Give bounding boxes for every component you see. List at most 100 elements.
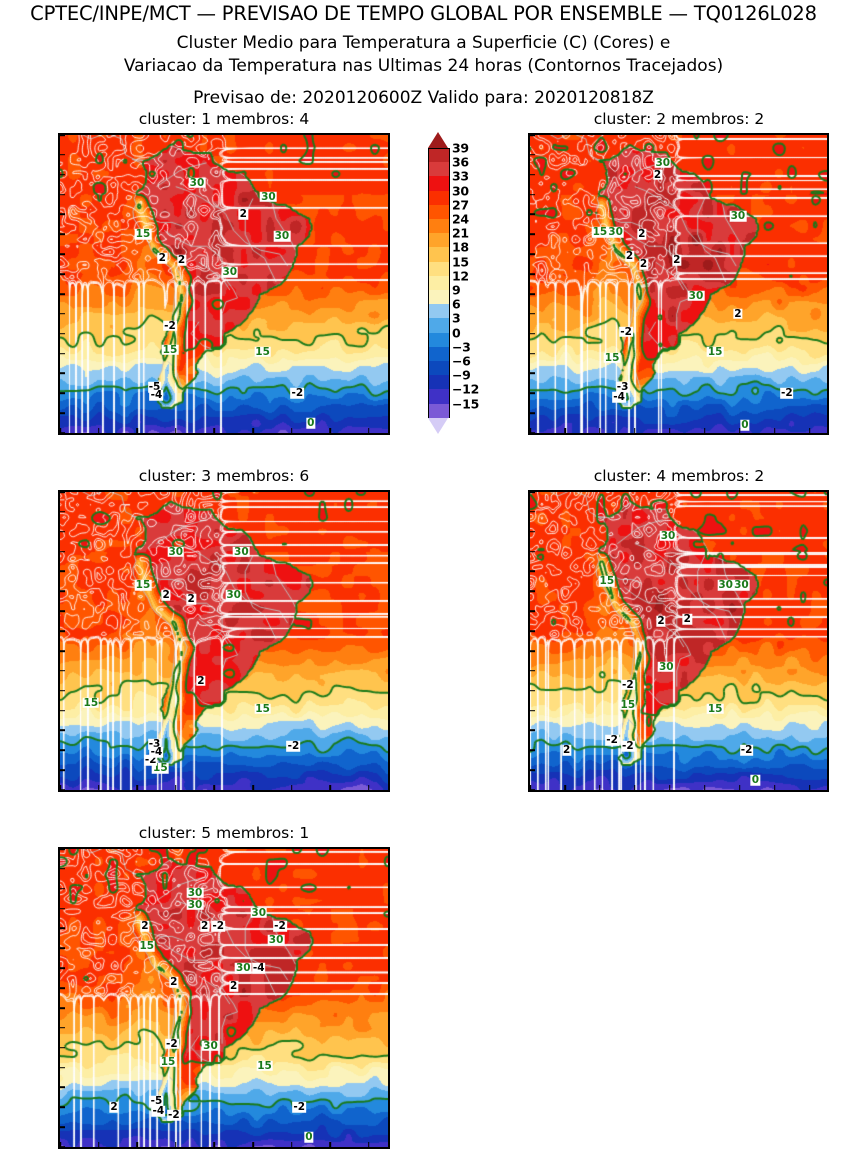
contour-label: -4 [251, 961, 266, 974]
contour-label: 30 [225, 589, 242, 602]
lat-tick-mark [530, 372, 535, 375]
lat-tick-mark [60, 967, 65, 969]
contour-label: -5 [149, 1095, 164, 1108]
colorbar-tick-label: 27 [452, 197, 469, 213]
temperature-colorbar: 39 36 33 30 27 24 21 18 15 12 9 6 3 0 −3 −6 −9 −12 −15 [428, 0, 488, 434]
contour-label: 15 [134, 579, 152, 592]
contour-label: -3 [147, 738, 162, 751]
lat-tick-mark [60, 987, 65, 989]
lat-tick-mark [60, 849, 65, 850]
lon-tick-mark [668, 428, 671, 433]
contour-label: 30 [167, 545, 185, 558]
contour-label: -2 [779, 387, 794, 400]
lat-tick-mark [530, 530, 535, 533]
lon-tick-mark [252, 428, 254, 433]
contour-label: 2 [228, 979, 239, 992]
contour-label: -2 [143, 753, 158, 766]
colorbar-swatch [428, 261, 450, 276]
lat-tick-mark [60, 947, 65, 950]
lat-tick-mark [60, 332, 65, 335]
colorbar-swatch [428, 247, 450, 262]
lat-tick-mark [60, 213, 65, 216]
contour-label: -2 [620, 678, 635, 691]
contour-label: -2 [605, 734, 619, 747]
colorbar-bottom-arrow [428, 417, 448, 434]
lat-tick-mark [60, 1106, 65, 1109]
contour-label: 2 [672, 253, 682, 266]
lon-tick-mark [808, 428, 811, 433]
contour-label: 30 [607, 226, 624, 239]
lon-tick-mark [60, 1142, 61, 1147]
lat-tick-mark [60, 173, 65, 176]
contour-label: 2 [682, 612, 692, 625]
map-panel-cluster-3[interactable]: 30303015151515222-2-2-3-415N10N5NEQ5S10S… [58, 490, 390, 792]
lat-tick-mark [60, 689, 65, 692]
lat-tick-mark [60, 1146, 65, 1147]
lat-tick-mark [60, 412, 65, 414]
lat-tick-mark [60, 1126, 65, 1128]
contour-label: -2 [290, 387, 305, 400]
panel-title-cluster-4: cluster: 4 membros: 2 [593, 467, 765, 485]
colorbar-swatch [428, 375, 450, 390]
lat-tick-mark [530, 352, 535, 355]
contour-label: 0 [750, 773, 761, 786]
lat-tick-mark [530, 709, 535, 712]
map-panel-cluster-4[interactable]: 303030301515150222-2-2-2-215N10N5NEQ5S10… [528, 490, 829, 792]
colorbar-swatch [428, 346, 450, 361]
lat-tick-mark [60, 1027, 65, 1029]
colorbar-tick-label: 15 [452, 254, 469, 270]
lat-tick-mark [530, 253, 535, 255]
lat-tick-mark [60, 907, 65, 910]
contour-label: 0 [740, 418, 750, 431]
colorbar-swatch [428, 176, 450, 191]
lat-tick-mark [60, 193, 65, 196]
lat-tick-mark [60, 550, 65, 553]
lon-tick-mark [367, 785, 370, 790]
contour-label: 30 [188, 176, 206, 189]
lon-tick-mark [738, 428, 741, 433]
panel-title-cluster-1: cluster: 1 membros: 4 [138, 110, 310, 128]
contour-label: 30 [250, 906, 268, 919]
lat-tick-mark [530, 630, 535, 632]
lat-tick-mark [530, 233, 535, 236]
contour-label: 15 [82, 696, 100, 709]
lon-tick-mark [367, 428, 370, 433]
lon-tick-mark [97, 785, 100, 790]
map-panel-cluster-1[interactable]: 303030301515150222-2-2-5-415N10N5NEQ5S10… [58, 133, 390, 435]
panel-title-cluster-3: cluster: 3 membros: 6 [138, 467, 310, 485]
lat-tick-mark [530, 550, 535, 553]
contour-label: 0 [306, 416, 316, 429]
contour-label: 30 [260, 190, 277, 203]
colorbar-swatch [428, 233, 450, 248]
panel-title-cluster-2: cluster: 2 membros: 2 [593, 110, 765, 128]
lat-tick-mark [530, 313, 535, 315]
contour-label: 2 [638, 257, 649, 270]
contour-label: 30 [267, 934, 285, 947]
map-panel-cluster-5[interactable]: 30 30 30 30 30 30 15 15 15 0 2 2 2 2 2 -2 -2 -4 -2 -2 -5 -4 -2… [58, 847, 390, 1149]
colorbar-swatch [428, 304, 450, 319]
lon-tick-mark [213, 785, 216, 790]
contour-label: 2 [140, 920, 150, 933]
lon-tick-mark [136, 428, 138, 433]
lat-tick-mark [60, 293, 65, 295]
temperature-raster-cluster-5 [60, 849, 388, 1147]
lat-tick-mark [60, 769, 65, 771]
lat-tick-mark [60, 154, 65, 156]
lon-tick-mark [213, 428, 216, 433]
lat-tick-mark [60, 610, 65, 612]
colorbar-swatch [428, 389, 450, 404]
lon-tick-mark [60, 428, 61, 433]
contour-label: -2 [166, 1108, 181, 1121]
lat-tick-mark [60, 789, 65, 790]
lat-tick-mark [530, 432, 535, 433]
colorbar-tick-label: 24 [452, 211, 469, 227]
lat-tick-mark [530, 590, 535, 593]
lon-tick-mark [97, 1142, 100, 1147]
lon-tick-mark [703, 785, 706, 790]
lat-tick-mark [60, 372, 65, 375]
lon-tick-mark [329, 1142, 331, 1147]
map-panel-cluster-2[interactable]: 303030301515150222222-2-2-3-415N10N5NEQ5… [528, 133, 829, 435]
contour-label: 30 [273, 230, 291, 243]
colorbar-swatch [428, 332, 450, 347]
lat-tick-mark [60, 135, 65, 136]
